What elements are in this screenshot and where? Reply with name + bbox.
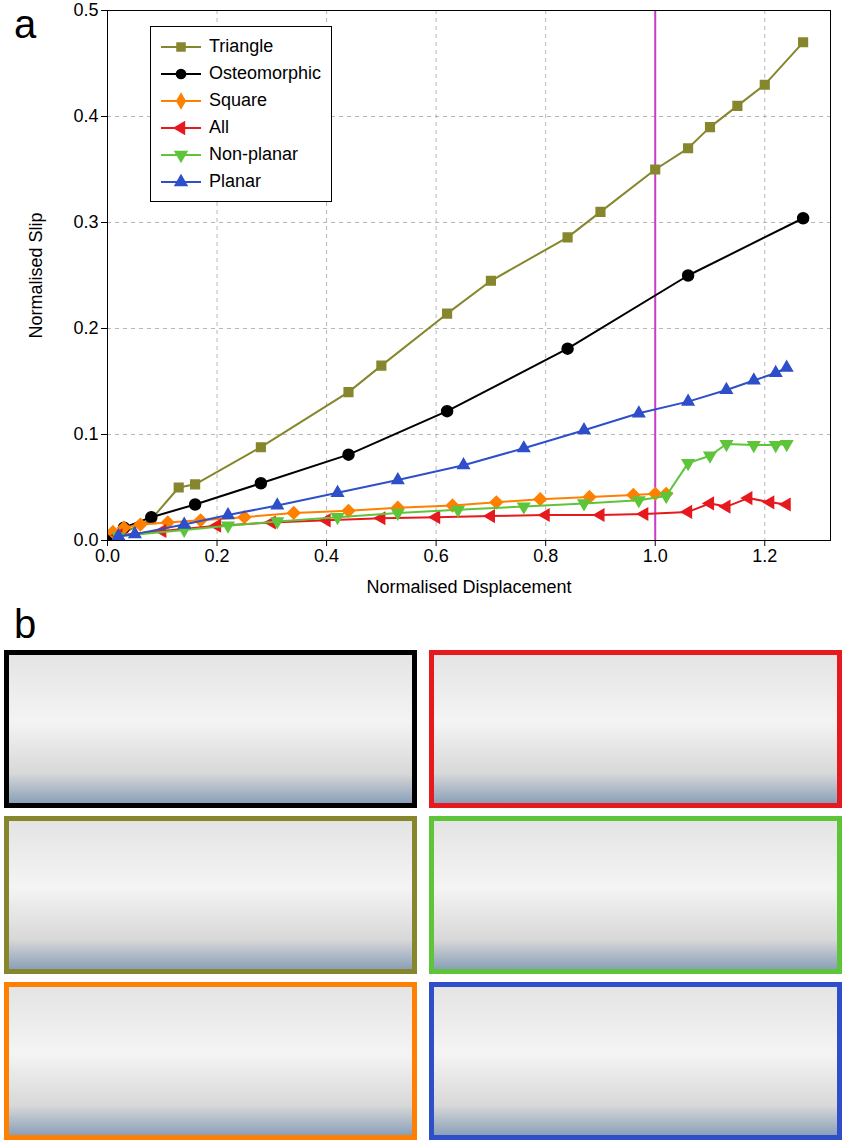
svg-text:0.6: 0.6 [424,546,449,566]
svg-text:0.4: 0.4 [73,106,98,126]
svg-text:0.2: 0.2 [73,318,98,338]
html-text:All: All [209,117,229,137]
svg-text:Normalised Slip: Normalised Slip [26,212,46,338]
html-text:b: b [14,602,37,646]
svg-text:0.8: 0.8 [533,546,558,566]
svg-text:0.2: 0.2 [205,546,230,566]
html-text:a: a [14,2,37,46]
svg-text:0.5: 0.5 [73,0,98,20]
svg-text:0.4: 0.4 [314,546,339,566]
svg-text:0.1: 0.1 [73,424,98,444]
svg-text:0.0: 0.0 [73,530,99,551]
html-text:Square: Square [209,90,267,110]
svg-text:Normalised Displacement: Normalised Displacement [366,577,571,597]
svg-text:0.0: 0.0 [95,546,120,566]
html-text:Planar: Planar [209,171,261,191]
svg-text:1.2: 1.2 [752,546,777,566]
svg-text:0.3: 0.3 [73,212,98,232]
svg-text:1.0: 1.0 [643,546,668,566]
html-text:Triangle: Triangle [209,36,274,56]
html-text:Non-planar: Non-planar [209,144,299,164]
html-text:Osteomorphic: Osteomorphic [209,63,321,83]
